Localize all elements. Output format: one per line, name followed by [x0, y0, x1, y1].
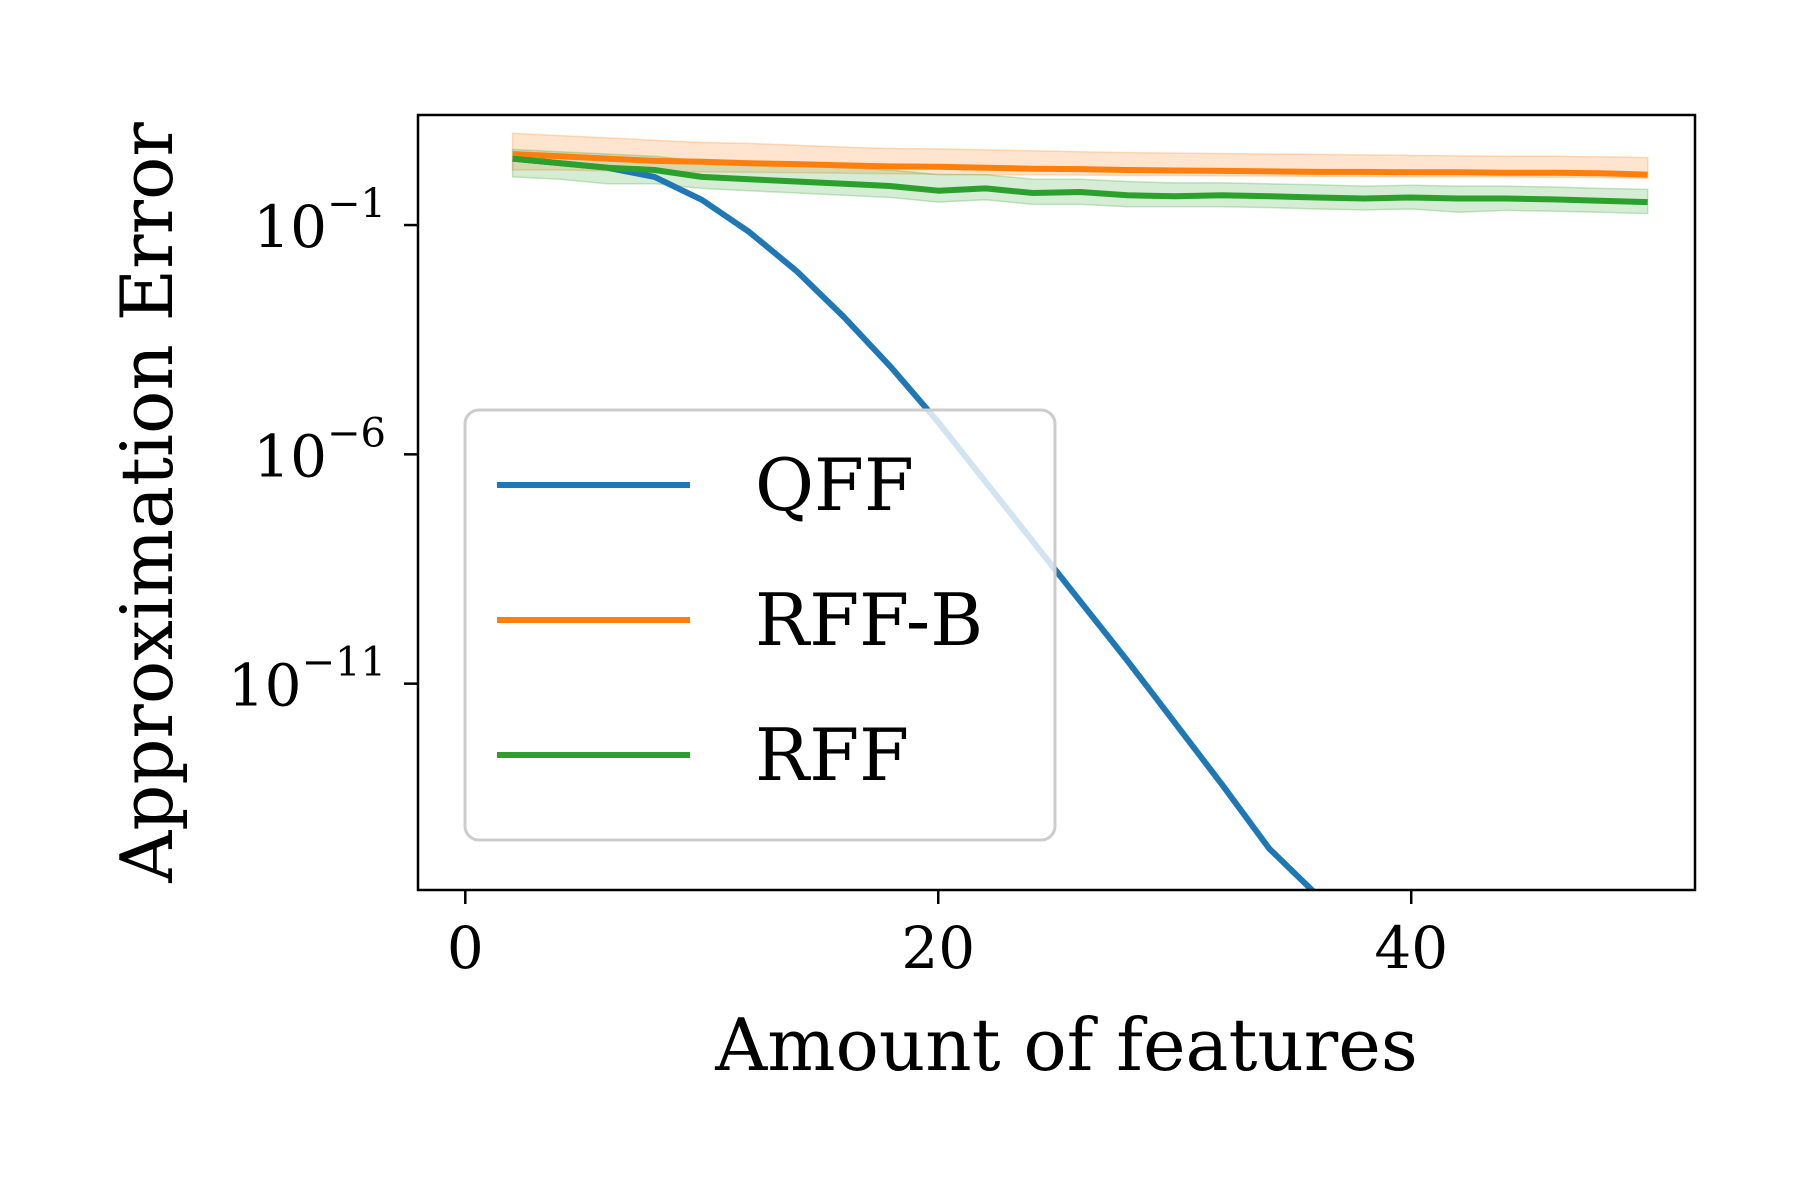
- y-tick-base: 10: [228, 652, 302, 720]
- y-tick-exponent: −6: [327, 410, 386, 456]
- qff-line: [512, 155, 1317, 890]
- y-axis-ticks: 10−110−610−11: [228, 181, 418, 720]
- y-tick-label: 10−1: [253, 181, 386, 261]
- y-tick-exponent: −1: [327, 181, 386, 227]
- legend-label-rff-b: RFF-B: [755, 578, 983, 662]
- legend-box: [463, 408, 1057, 842]
- x-tick-label: 40: [1374, 914, 1448, 982]
- x-tick-label: 0: [447, 914, 484, 982]
- y-tick-base: 10: [253, 193, 327, 261]
- y-tick-label: 10−6: [253, 410, 386, 490]
- plot-frame: [416, 113, 1697, 892]
- y-tick-exponent: −11: [302, 640, 386, 686]
- x-axis-label: Amount of features: [714, 1003, 1418, 1087]
- legend-label-rff: RFF: [755, 713, 909, 797]
- series-lines: [512, 151, 1648, 890]
- x-tick-label: 20: [901, 914, 975, 982]
- y-axis-label: Approximation Error: [105, 122, 189, 884]
- legend-label-qff: QFF: [755, 443, 914, 527]
- x-axis-ticks: 0 20 40: [447, 890, 1448, 982]
- rff-line: [512, 155, 1648, 206]
- y-tick-label: 10−11: [228, 640, 386, 720]
- y-tick-base: 10: [253, 422, 327, 490]
- rff-b-line: [512, 151, 1648, 178]
- legend: QFF RFF-B RFF: [463, 408, 1057, 842]
